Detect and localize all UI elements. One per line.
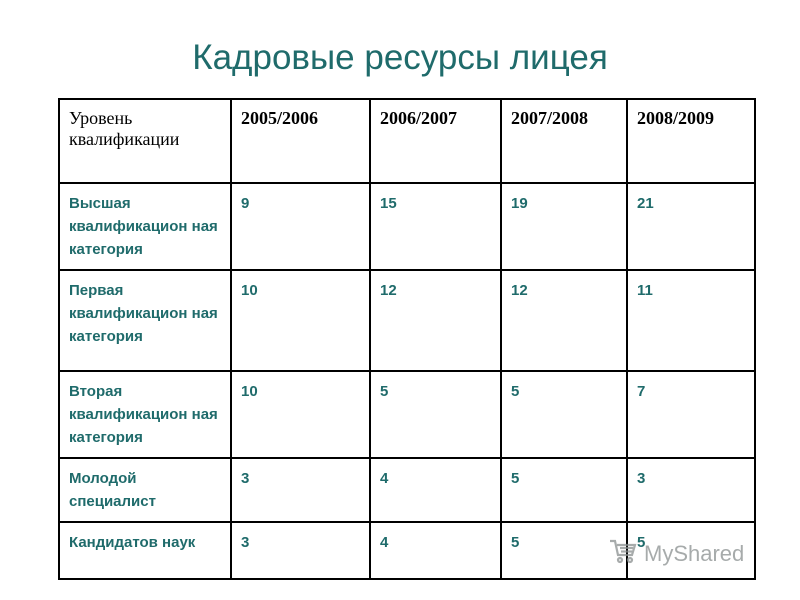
row-label: Молодой специалист: [58, 457, 232, 523]
page-title: Кадровые ресурсы лицея: [192, 38, 608, 77]
table-cell: 3: [626, 457, 756, 523]
table-cell: 15: [369, 182, 502, 271]
table-cell: 5: [500, 370, 628, 459]
column-header: 2007/2008: [500, 98, 628, 184]
shopping-cart-icon: [608, 538, 638, 569]
table-cell: 19: [500, 182, 628, 271]
table-cell: 10: [230, 370, 371, 459]
table-cell: 10: [230, 269, 371, 372]
row-label: Вторая квалификацион ная категория: [58, 370, 232, 459]
table-cell: 5: [369, 370, 502, 459]
column-header: 2006/2007: [369, 98, 502, 184]
table-cell: 4: [369, 457, 502, 523]
table-cell: 7: [626, 370, 756, 459]
watermark-text: MyShared: [644, 540, 745, 566]
table-header-row: Уровень квалификации 2005/2006 2006/2007…: [58, 98, 756, 184]
table-row: Первая квалификацион ная категория 10 12…: [58, 269, 756, 372]
row-label: Первая квалификацион ная категория: [58, 269, 232, 372]
table-cell: 5: [500, 457, 628, 523]
table-cell: 3: [230, 521, 371, 580]
table-cell: 3: [230, 457, 371, 523]
table-cell: 9: [230, 182, 371, 271]
staff-table: Уровень квалификации 2005/2006 2006/2007…: [58, 98, 756, 580]
table-cell: 4: [369, 521, 502, 580]
table-cell: 5: [626, 521, 756, 580]
table-cell: 11: [626, 269, 756, 372]
column-header: 2005/2006: [230, 98, 371, 184]
row-label: Высшая квалификацион ная категория: [58, 182, 232, 271]
table-cell: 12: [369, 269, 502, 372]
table-row: Кандидатов наук 3 4 5 5: [58, 521, 756, 580]
row-label: Кандидатов наук: [58, 521, 232, 580]
table-cell: 5: [500, 521, 628, 580]
table-row: Высшая квалификацион ная категория 9 15 …: [58, 182, 756, 271]
table-row: Вторая квалификацион ная категория 10 5 …: [58, 370, 756, 459]
column-header: 2008/2009: [626, 98, 756, 184]
table-row: Молодой специалист 3 4 5 3: [58, 457, 756, 523]
table-cell: 21: [626, 182, 756, 271]
table-cell: 12: [500, 269, 628, 372]
watermark: MyShared: [608, 538, 744, 569]
column-header: Уровень квалификации: [58, 98, 232, 184]
